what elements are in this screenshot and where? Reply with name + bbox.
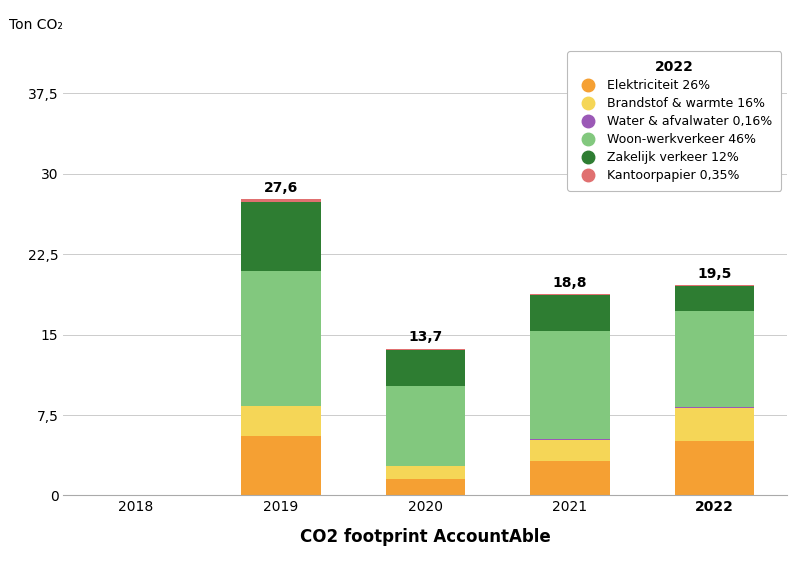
Bar: [241, 271, 320, 406]
Bar: [674, 285, 753, 286]
Bar: [385, 479, 465, 495]
Bar: [674, 441, 753, 495]
Bar: [385, 350, 465, 386]
Bar: [385, 386, 465, 466]
Text: 19,5: 19,5: [696, 267, 731, 281]
Text: Ton CO₂: Ton CO₂: [9, 18, 63, 32]
Bar: [241, 199, 320, 202]
Bar: [529, 461, 609, 495]
Bar: [529, 294, 609, 331]
X-axis label: CO2 footprint AccountAble: CO2 footprint AccountAble: [300, 528, 550, 546]
Bar: [674, 286, 753, 311]
Bar: [529, 331, 609, 439]
Text: 18,8: 18,8: [552, 275, 586, 289]
Text: 13,7: 13,7: [408, 330, 442, 344]
Bar: [241, 436, 320, 495]
Bar: [241, 202, 320, 271]
Legend: Elektriciteit 26%, Brandstof & warmte 16%, Water & afvalwater 0,16%, Woon-werkve: Elektriciteit 26%, Brandstof & warmte 16…: [566, 51, 780, 191]
Bar: [385, 467, 465, 479]
Text: 27,6: 27,6: [263, 181, 297, 195]
Bar: [529, 440, 609, 461]
Bar: [674, 311, 753, 407]
Bar: [385, 348, 465, 350]
Bar: [674, 408, 753, 441]
Bar: [241, 406, 320, 436]
